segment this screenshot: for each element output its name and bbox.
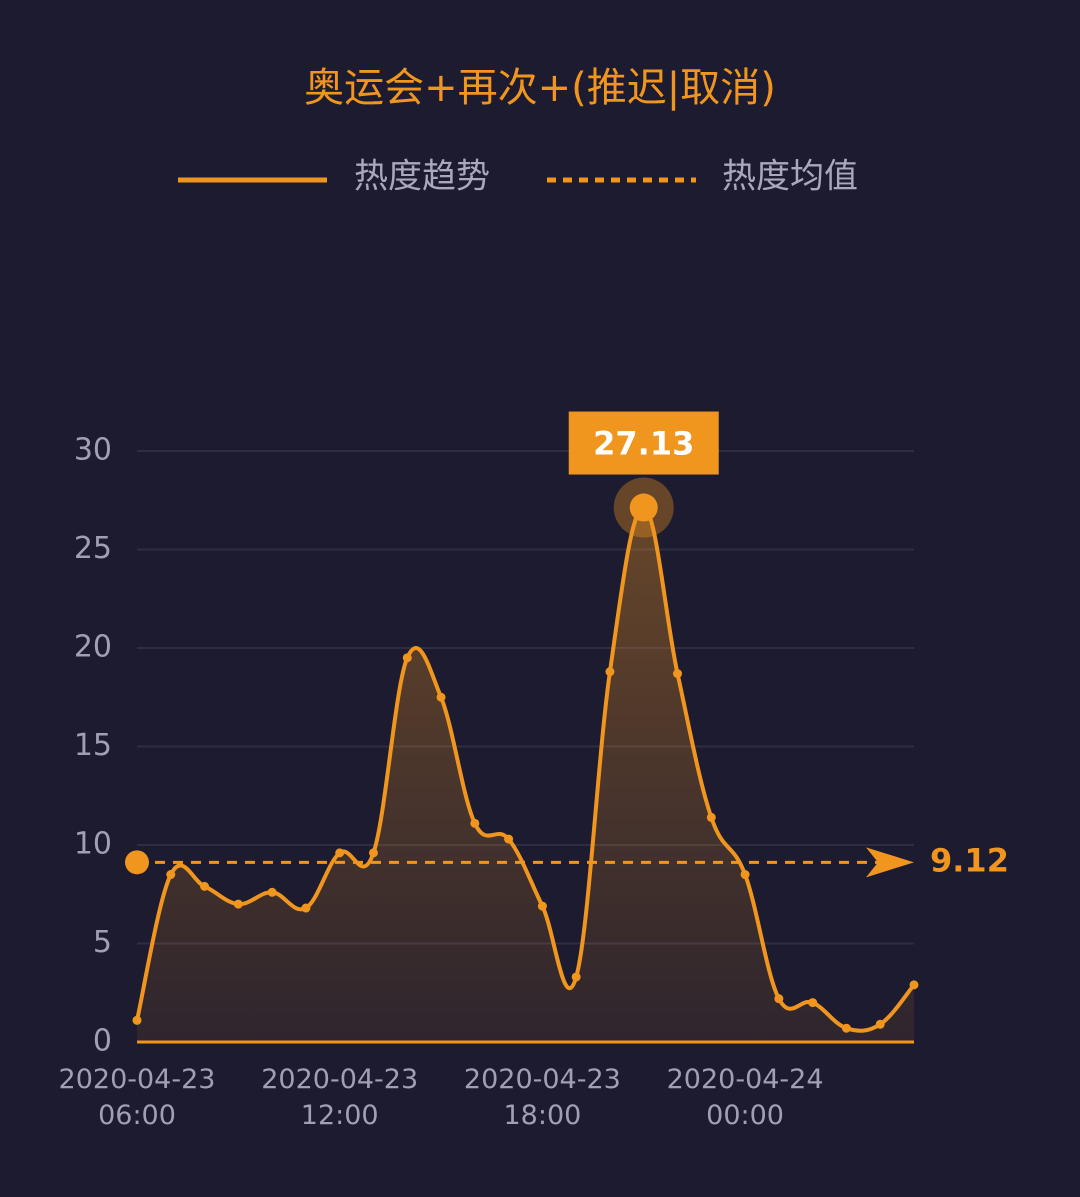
x-tick-label-line: 2020-04-24 [667,1064,824,1095]
chart-title: 奥运会+再次+(推迟|取消) [304,65,776,111]
mean-arrow [866,847,914,878]
point [841,1023,851,1033]
y-tick-label: 10 [74,827,112,862]
peak-tooltip [568,411,719,475]
point [436,692,446,702]
point [132,1015,142,1025]
x-tick-label: 2020-04-23 06:00 [59,1064,216,1131]
point [605,667,615,677]
point [875,1019,885,1029]
mean-start [125,850,149,875]
x-tick-label: 2020-04-23 18:00 [464,1064,621,1131]
x-tick-label: 2020-04-24 00:00 [667,1064,824,1131]
point [808,998,818,1008]
mean-label: 9.12 [930,841,1009,879]
legend-label: 热度均值 [722,157,858,197]
x-tick-label-line: 12:00 [301,1100,379,1131]
point [706,812,716,822]
legend-label: 热度趋势 [354,157,490,197]
point [335,848,345,858]
x-tick-label-line: 06:00 [98,1100,176,1131]
x-tick-label-line: 2020-04-23 [261,1064,418,1095]
y-tick-label: 5 [93,925,112,960]
area [137,507,914,1042]
point [368,848,378,858]
point [740,870,750,880]
x-tick-label-line: 00:00 [706,1100,784,1131]
point [774,994,784,1004]
peak-point [629,493,658,522]
y-tick-label: 30 [74,433,112,468]
peak-label: 27.13 [593,425,694,463]
y-tick-label: 0 [93,1024,112,1059]
point [504,834,514,844]
x-tick-label-line: 2020-04-23 [464,1064,621,1095]
point [537,901,547,911]
point [233,899,243,909]
point [470,818,480,828]
line [135,505,916,1033]
x-tick-label-line: 18:00 [503,1100,581,1131]
point [571,972,581,982]
point [673,669,683,679]
x-tick-label-line: 2020-04-23 [59,1064,216,1095]
y-tick-label: 15 [74,728,112,763]
point [267,887,277,897]
y-tick-label: 25 [74,531,112,566]
y-tick-label: 20 [74,630,112,665]
point [402,653,412,663]
point [200,881,210,891]
x-tick-label: 2020-04-23 12:00 [261,1064,418,1131]
point [166,870,176,880]
point [301,903,311,913]
point [909,980,919,990]
